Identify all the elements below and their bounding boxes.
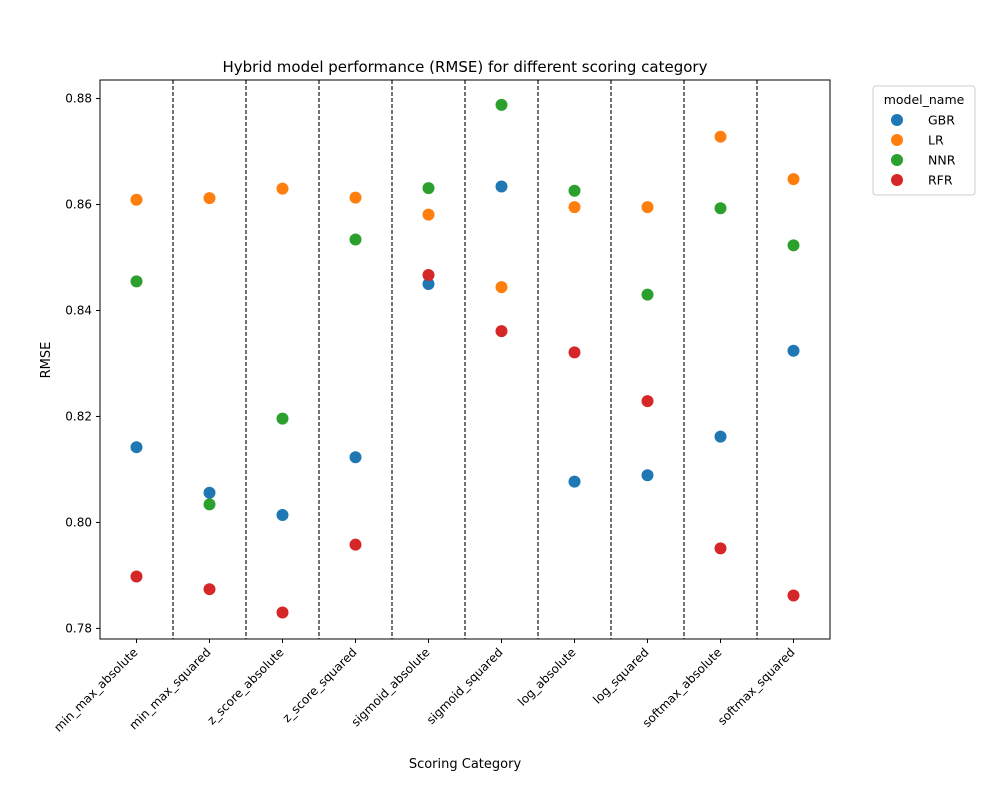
point-gbr-log_absolute: [568, 475, 581, 488]
data-points: [130, 98, 800, 619]
x-tick-label: z_score_absolute: [204, 645, 286, 727]
point-lr-log_absolute: [568, 201, 581, 214]
point-rfr-sigmoid_absolute: [422, 268, 435, 281]
point-gbr-softmax_absolute: [714, 430, 727, 443]
point-lr-min_max_squared: [203, 192, 216, 205]
y-tick-label: 0.86: [65, 198, 92, 212]
legend: model_name GBR LR NNR RFR: [872, 85, 976, 196]
point-lr-min_max_absolute: [130, 193, 143, 206]
x-axis: min_max_absolutemin_max_squaredz_score_a…: [51, 639, 798, 735]
point-rfr-softmax_absolute: [714, 542, 727, 555]
legend-frame: [872, 85, 976, 196]
point-gbr-z_score_absolute: [276, 509, 289, 522]
point-nnr-log_squared: [641, 288, 654, 301]
x-tick-label: softmax_absolute: [640, 645, 725, 730]
x-tick-label: sigmoid_absolute: [349, 645, 433, 729]
point-lr-sigmoid_absolute: [422, 208, 435, 221]
y-tick-label: 0.82: [65, 409, 92, 423]
point-rfr-sigmoid_squared: [495, 325, 508, 338]
legend-label-rfr: RFR: [928, 173, 953, 188]
point-rfr-log_squared: [641, 395, 654, 408]
legend-marker-gbr: [891, 114, 903, 126]
x-axis-label: Scoring Category: [409, 757, 522, 772]
y-tick-label: 0.80: [65, 515, 92, 529]
point-nnr-log_absolute: [568, 184, 581, 197]
point-rfr-log_absolute: [568, 346, 581, 359]
point-lr-z_score_squared: [349, 191, 362, 204]
point-lr-softmax_absolute: [714, 130, 727, 143]
y-tick-label: 0.78: [65, 621, 92, 635]
point-lr-softmax_squared: [787, 173, 800, 186]
legend-label-gbr: GBR: [928, 113, 955, 128]
point-gbr-min_max_absolute: [130, 441, 143, 454]
point-lr-z_score_absolute: [276, 182, 289, 195]
point-nnr-z_score_absolute: [276, 412, 289, 425]
point-gbr-min_max_squared: [203, 486, 216, 499]
point-rfr-softmax_squared: [787, 589, 800, 602]
point-lr-sigmoid_squared: [495, 281, 508, 294]
category-separators: [172, 80, 758, 639]
point-nnr-z_score_squared: [349, 233, 362, 246]
point-nnr-sigmoid_squared: [495, 98, 508, 111]
legend-marker-nnr: [891, 154, 903, 166]
legend-title: model_name: [884, 92, 965, 107]
point-nnr-min_max_absolute: [130, 275, 143, 288]
y-tick-label: 0.88: [65, 92, 92, 106]
x-tick-label: sigmoid_squared: [424, 645, 506, 727]
x-tick-label: log_squared: [590, 645, 651, 706]
point-nnr-softmax_absolute: [714, 202, 727, 215]
y-tick-label: 0.84: [65, 303, 92, 317]
legend-marker-rfr: [891, 174, 903, 186]
point-nnr-min_max_squared: [203, 498, 216, 511]
x-tick-label: min_max_squared: [126, 645, 213, 732]
legend-label-nnr: NNR: [928, 153, 956, 168]
point-rfr-min_max_squared: [203, 583, 216, 596]
point-nnr-sigmoid_absolute: [422, 182, 435, 195]
point-rfr-min_max_absolute: [130, 570, 143, 583]
x-tick-label: log_absolute: [515, 645, 579, 709]
y-axis: 0.78 0.80 0.82 0.84 0.86 0.88: [65, 92, 100, 635]
x-tick-label: softmax_squared: [715, 645, 798, 728]
chart-title: Hybrid model performance (RMSE) for diff…: [223, 58, 708, 76]
point-rfr-z_score_absolute: [276, 606, 289, 619]
point-gbr-z_score_squared: [349, 451, 362, 464]
x-tick-label: z_score_squared: [280, 645, 360, 725]
y-axis-label: RMSE: [39, 342, 54, 379]
legend-marker-lr: [891, 134, 903, 146]
point-lr-log_squared: [641, 201, 654, 214]
point-gbr-sigmoid_absolute: [422, 277, 435, 290]
point-rfr-z_score_squared: [349, 538, 362, 551]
point-gbr-softmax_squared: [787, 344, 800, 357]
point-nnr-softmax_squared: [787, 239, 800, 252]
plot-frame: [99, 79, 831, 640]
point-gbr-log_squared: [641, 469, 654, 482]
point-gbr-sigmoid_squared: [495, 180, 508, 193]
legend-label-lr: LR: [928, 133, 944, 148]
